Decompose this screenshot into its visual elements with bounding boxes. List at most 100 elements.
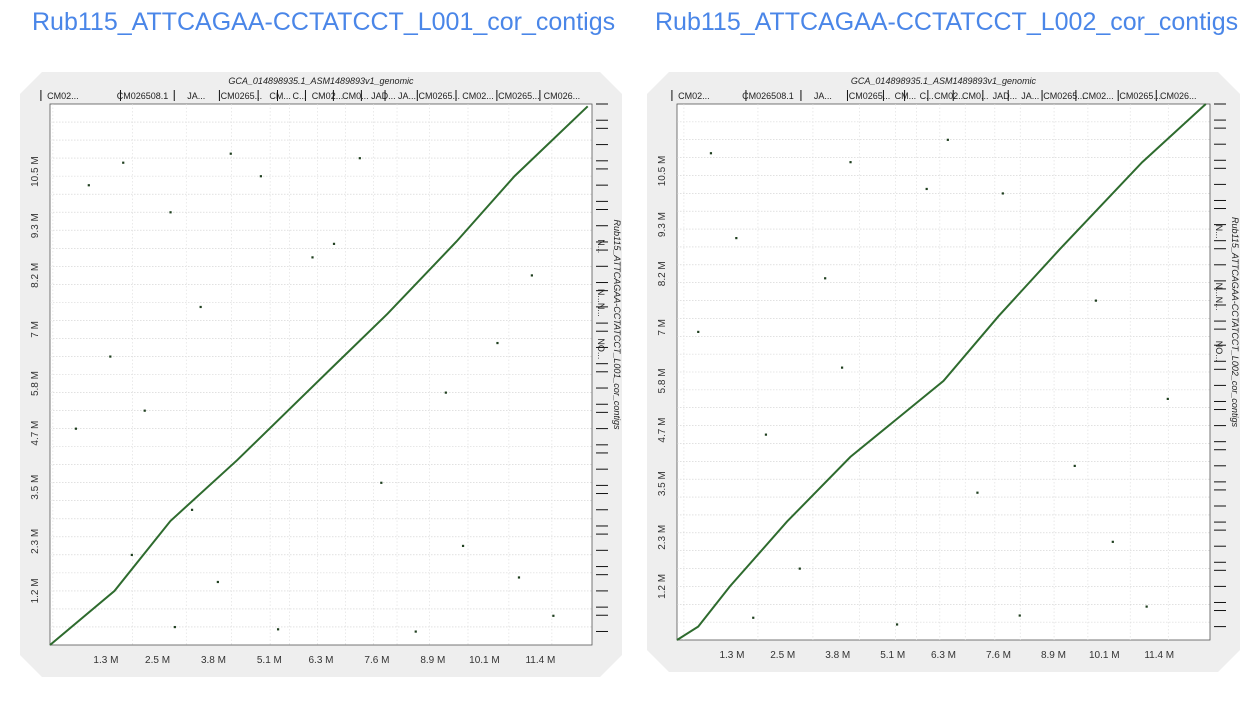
left-x-tick-label: 3.8 M bbox=[201, 655, 226, 666]
right-top-contig-label: CM026... bbox=[1160, 91, 1197, 101]
left-top-contig-label: C... bbox=[292, 91, 306, 101]
left-alignment-dot bbox=[109, 355, 112, 358]
left-y-tick-label: 3.5 M bbox=[30, 475, 41, 500]
right-top-contig-label: JAD... bbox=[993, 91, 1018, 101]
right-alignment-dot bbox=[1145, 605, 1148, 608]
left-alignment-dot bbox=[496, 341, 499, 345]
right-x-tick-label: 10.1 M bbox=[1089, 650, 1120, 661]
right-y-tick-label: 5.8 M bbox=[657, 368, 668, 393]
left-x-tick-label: 1.3 M bbox=[93, 655, 118, 666]
left-x-tick-label: 11.4 M bbox=[525, 655, 555, 666]
left-y-tick-label: 1.2 M bbox=[30, 578, 41, 603]
right-top-contig-label: JA... bbox=[814, 91, 832, 101]
right-side-contig-label: N... bbox=[1214, 225, 1224, 239]
left-y-tick-label: 8.2 M bbox=[30, 263, 41, 288]
right-side-contig-label: N...N... bbox=[1214, 283, 1224, 311]
right-alignment-dot bbox=[1001, 192, 1004, 195]
right-top-contig-label: CM... bbox=[895, 91, 917, 101]
left-y-tick-label: 10.5 M bbox=[30, 156, 41, 187]
right-main-alignment-line bbox=[676, 103, 1207, 641]
right-alignment-dot bbox=[1111, 540, 1114, 543]
left-x-tick-label: 7.6 M bbox=[364, 655, 389, 666]
left-alignment-dot bbox=[229, 152, 232, 155]
left-alignment-dot bbox=[259, 175, 262, 178]
left-alignment-dot bbox=[276, 628, 280, 631]
left-top-contig-label: CM026508.1 bbox=[117, 91, 169, 101]
right-alignment-dot bbox=[1018, 614, 1021, 617]
right-y-tick-label: 4.7 M bbox=[657, 418, 668, 443]
right-y-tick-label: 3.5 M bbox=[657, 471, 668, 496]
left-top-contig-label: CM02... bbox=[462, 91, 494, 101]
right-alignment-dot bbox=[925, 187, 928, 191]
right-x-tick-label: 6.3 M bbox=[931, 650, 956, 661]
right-top-contig-label: CM0265... bbox=[1119, 91, 1161, 101]
left-side-contig-label: NO... bbox=[596, 338, 606, 359]
left-top-contig-label: CM0265... bbox=[419, 91, 461, 101]
right-x-tick-label: 5.1 M bbox=[880, 650, 905, 661]
right-top-contig-label: CM02... bbox=[678, 91, 710, 101]
left-x-tick-label: 5.1 M bbox=[257, 655, 282, 666]
left-top-contig-label: CM02... bbox=[312, 91, 344, 101]
right-alignment-dot bbox=[976, 491, 979, 494]
right-top-contig-label: CM02... bbox=[1082, 91, 1114, 101]
right-alignment-dot bbox=[709, 152, 713, 155]
left-top-contig-label: JA... bbox=[187, 91, 205, 101]
left-alignment-dot bbox=[143, 409, 146, 412]
left-alignment-dot bbox=[552, 614, 555, 617]
left-y-tick-label: 5.8 M bbox=[30, 371, 41, 396]
right-x-tick-label: 1.3 M bbox=[719, 650, 744, 661]
right-alignment-dot bbox=[1094, 299, 1097, 302]
left-alignment-dot bbox=[87, 184, 90, 187]
left-alignment-dot bbox=[190, 508, 194, 511]
left-alignment-dot bbox=[461, 544, 465, 548]
right-alignment-dot bbox=[735, 237, 738, 240]
right-y-axis-title: Rub115_ATTCAGAA-CCTATCCT_L002_cor_contig… bbox=[1230, 217, 1240, 427]
left-alignment-dot bbox=[311, 256, 314, 259]
right-top-contig-label: CM0265... bbox=[1043, 91, 1085, 101]
right-y-tick-label: 1.2 M bbox=[657, 574, 668, 599]
right-alignment-dot bbox=[824, 277, 827, 280]
left-y-tick-label: 2.3 M bbox=[30, 529, 41, 554]
left-y-tick-label: 9.3 M bbox=[30, 213, 41, 238]
left-top-contig-label: CM0265... bbox=[221, 91, 263, 101]
right-y-tick-label: 8.2 M bbox=[657, 261, 668, 286]
right-top-contig-label: CM026508.1 bbox=[742, 91, 794, 101]
right-x-axis-title: GCA_014898935.1_ASM1489893v1_genomic bbox=[851, 76, 1037, 86]
right-x-tick-label: 8.9 M bbox=[1041, 650, 1066, 661]
right-alignment-dot bbox=[798, 567, 801, 570]
left-alignment-dot bbox=[173, 625, 176, 629]
left-alignment-dot bbox=[199, 305, 202, 309]
left-x-tick-label: 8.9 M bbox=[420, 655, 445, 666]
left-x-tick-label: 6.3 M bbox=[308, 655, 333, 666]
right-alignment-dot bbox=[697, 330, 700, 333]
right-side-contig-label: NO... bbox=[1214, 341, 1224, 362]
left-y-axis-title: Rub115_ATTCAGAA-CCTATCCT_L001_cor_contig… bbox=[612, 220, 622, 430]
right-top-contig-label: CM0... bbox=[962, 91, 989, 101]
left-top-contig-label: CM026... bbox=[544, 91, 581, 101]
chart-title-right: Rub115_ATTCAGAA-CCTATCCT_L002_cor_contig… bbox=[655, 8, 1239, 36]
dotplot-panel-right: GCA_014898935.1_ASM1489893v1_genomic CM02… bbox=[647, 72, 1240, 672]
left-top-contig-label: JAD... bbox=[371, 91, 396, 101]
right-alignment-dot bbox=[1166, 397, 1169, 400]
right-top-contig-label: C... bbox=[920, 91, 934, 101]
right-alignment-dot bbox=[1073, 464, 1076, 467]
left-alignment-dot bbox=[530, 274, 533, 277]
left-alignment-dot bbox=[380, 481, 383, 484]
left-y-tick-label: 7 M bbox=[30, 321, 41, 338]
left-alignment-dot bbox=[358, 157, 361, 160]
left-top-contig-label: CM0265... bbox=[498, 91, 540, 101]
right-y-tick-label: 10.5 M bbox=[657, 156, 668, 187]
left-alignment-dot bbox=[444, 391, 447, 394]
right-y-tick-label: 7 M bbox=[657, 319, 668, 336]
right-alignment-dot bbox=[764, 433, 768, 436]
right-alignment-dot bbox=[946, 138, 949, 141]
right-alignment-dot bbox=[752, 616, 755, 619]
left-top-contig-label: CM02... bbox=[47, 91, 79, 101]
right-alignment-dot bbox=[840, 366, 844, 369]
dotplot-chart-left: GCA_014898935.1_ASM1489893v1_genomic CM02… bbox=[20, 72, 622, 677]
right-x-tick-label: 11.4 M bbox=[1144, 650, 1174, 661]
dotplot-panel-left: GCA_014898935.1_ASM1489893v1_genomic CM02… bbox=[20, 72, 622, 677]
left-alignment-dot bbox=[169, 211, 172, 214]
left-main-alignment-line bbox=[49, 105, 589, 646]
left-alignment-dot bbox=[216, 580, 219, 584]
